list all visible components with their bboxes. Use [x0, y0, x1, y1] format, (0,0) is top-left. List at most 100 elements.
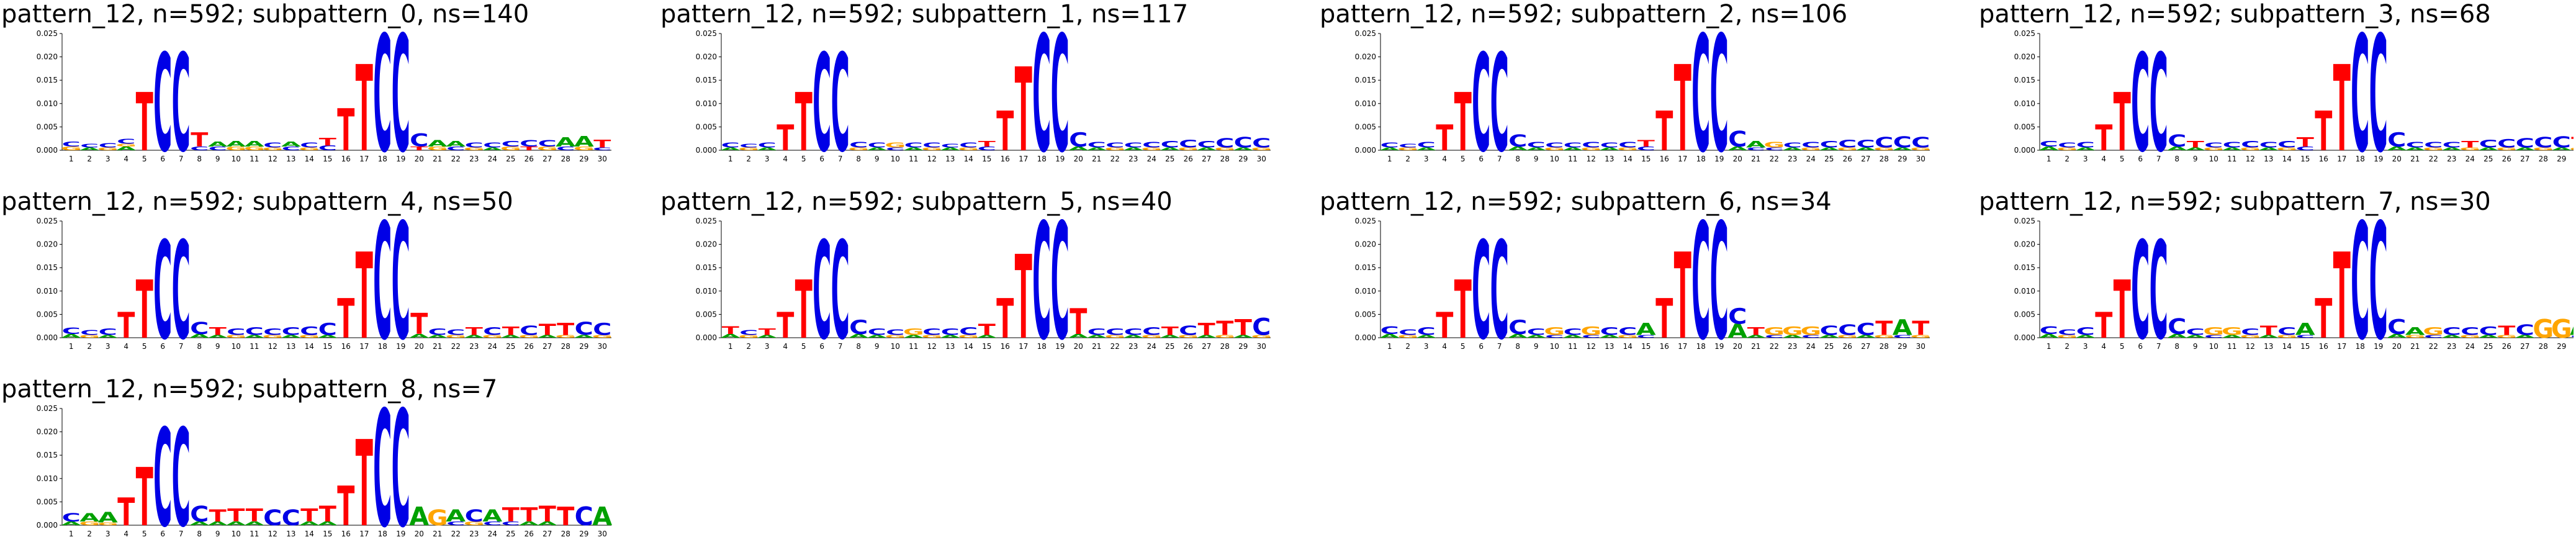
logo-letter-C: C	[373, 216, 392, 368]
logo-letter-A: A	[1783, 147, 1803, 151]
x-tick-label: 10	[2209, 155, 2218, 163]
x-tick-label: 25	[1824, 155, 1834, 163]
x-tick-label: 23	[469, 530, 479, 538]
y-tick-label: 0.010	[696, 287, 717, 296]
x-tick-label: 8	[197, 342, 202, 351]
logo-letter-A: A	[2295, 320, 2315, 340]
logo-letter-C: C	[1637, 146, 1655, 152]
x-tick-label: 18	[2356, 342, 2365, 351]
x-tick-label: 10	[1550, 155, 1559, 163]
logo-letter-G: G	[79, 334, 100, 338]
logo-letter-G: G	[921, 147, 942, 151]
logo-letter-C: C	[959, 142, 978, 149]
logo-letter-T: T	[978, 321, 996, 339]
x-tick-label: 28	[561, 530, 570, 538]
logo-letter-C: C	[428, 327, 447, 337]
logo-letter-A: A	[1856, 334, 1876, 338]
logo-letter-A: A	[556, 135, 576, 150]
logo-letter-T: T	[117, 305, 135, 346]
x-tick-label: 3	[2083, 342, 2088, 351]
logo-letter-G: G	[1873, 147, 1894, 151]
x-tick-label: 17	[359, 530, 369, 538]
panel-title: pattern_12, n=592; subpattern_8, ns=7	[1, 375, 498, 404]
logo-letter-A: A	[538, 521, 557, 527]
x-tick-label: 8	[2174, 342, 2179, 351]
x-tick-label: 14	[305, 530, 314, 538]
logo-letter-A: A	[2479, 147, 2498, 151]
x-tick-label: 20	[2392, 342, 2402, 351]
logo-letter-G: G	[2533, 147, 2554, 151]
x-tick-label: 18	[378, 342, 387, 351]
x-tick-label: 8	[1515, 155, 1520, 163]
logo-letter-C: C	[922, 142, 941, 149]
logo-letter-A: A	[849, 333, 868, 340]
x-tick-label: 27	[543, 342, 552, 351]
logo-letter-C: C	[886, 328, 904, 337]
logo-letter-C: C	[392, 404, 410, 555]
logo-letter-G: G	[262, 334, 283, 338]
logo-letter-T: T	[1674, 40, 1691, 179]
logo-letter-C: C	[2516, 136, 2534, 151]
logo-letter-C: C	[2150, 29, 2168, 180]
x-tick-label: 4	[783, 342, 788, 351]
x-tick-label: 29	[1238, 342, 1248, 351]
logo-letter-A: A	[1068, 333, 1088, 340]
logo-letter-T: T	[593, 138, 611, 150]
logo-letter-G: G	[427, 146, 448, 152]
logo-letter-T: T	[2315, 287, 2332, 351]
logo-letter-A: A	[2039, 146, 2059, 152]
logo-letter-T: T	[1161, 324, 1179, 338]
logo-letter-T: T	[410, 308, 428, 341]
logo-letter-G: G	[2222, 326, 2243, 338]
logo-letter-C: C	[1728, 127, 1747, 152]
logo-letter-C: C	[2168, 132, 2186, 151]
x-tick-label: 12	[1587, 342, 1596, 351]
logo-letter-G: G	[2551, 314, 2572, 344]
logo-letter-C: C	[575, 319, 593, 340]
logo-letter-A: A	[409, 333, 429, 340]
x-tick-label: 2	[87, 530, 92, 538]
logo-letter-G: G	[464, 521, 485, 527]
x-tick-label: 30	[598, 155, 607, 163]
x-tick-label: 17	[359, 342, 369, 351]
logo-letter-A: A	[904, 147, 924, 151]
logo-panel-6: pattern_12, n=592; subpattern_6, ns=34 0…	[1318, 187, 1976, 368]
x-tick-label: 11	[1568, 342, 1577, 351]
x-tick-label: 30	[1916, 155, 1925, 163]
logo-letter-T: T	[136, 76, 153, 169]
logo-letter-G: G	[1214, 334, 1235, 338]
y-tick-label: 0.025	[2014, 217, 2035, 225]
logo-letter-T: T	[227, 505, 245, 526]
x-tick-label: 22	[451, 155, 461, 163]
y-tick-label: 0.000	[2014, 333, 2035, 342]
x-tick-label: 9	[215, 342, 220, 351]
logo-letter-C: C	[868, 142, 886, 149]
x-tick-label: 5	[2120, 155, 2125, 163]
x-tick-label: 15	[982, 155, 991, 163]
x-tick-label: 29	[1898, 155, 1907, 163]
logo-letter-C: C	[2479, 138, 2498, 150]
logo-letter-T: T	[246, 505, 264, 526]
logo-letter-C: C	[849, 316, 868, 338]
x-tick-label: 23	[1788, 342, 1797, 351]
logo-letter-A: A	[1508, 146, 1528, 152]
x-tick-label: 13	[1605, 342, 1614, 351]
logo-letter-C: C	[190, 146, 209, 152]
x-tick-label: 10	[1550, 342, 1559, 351]
logo-letter-T: T	[1216, 317, 1233, 340]
logo-letter-C: C	[1564, 327, 1582, 337]
logo-letter-T: T	[1637, 138, 1655, 149]
logo-letter-A: A	[1087, 147, 1107, 151]
logo-letter-G: G	[2496, 147, 2517, 151]
x-tick-label: 13	[1605, 155, 1614, 163]
logo-letter-A: A	[1746, 139, 1766, 150]
y-tick-label: 0.025	[1355, 217, 1376, 225]
logo-letter-A: A	[1124, 147, 1143, 151]
logo-letter-G: G	[958, 147, 979, 151]
logo-letter-C: C	[2168, 315, 2186, 340]
logo-letter-A: A	[446, 507, 466, 526]
x-tick-label: 1	[69, 530, 74, 538]
logo-letter-C: C	[373, 404, 392, 555]
